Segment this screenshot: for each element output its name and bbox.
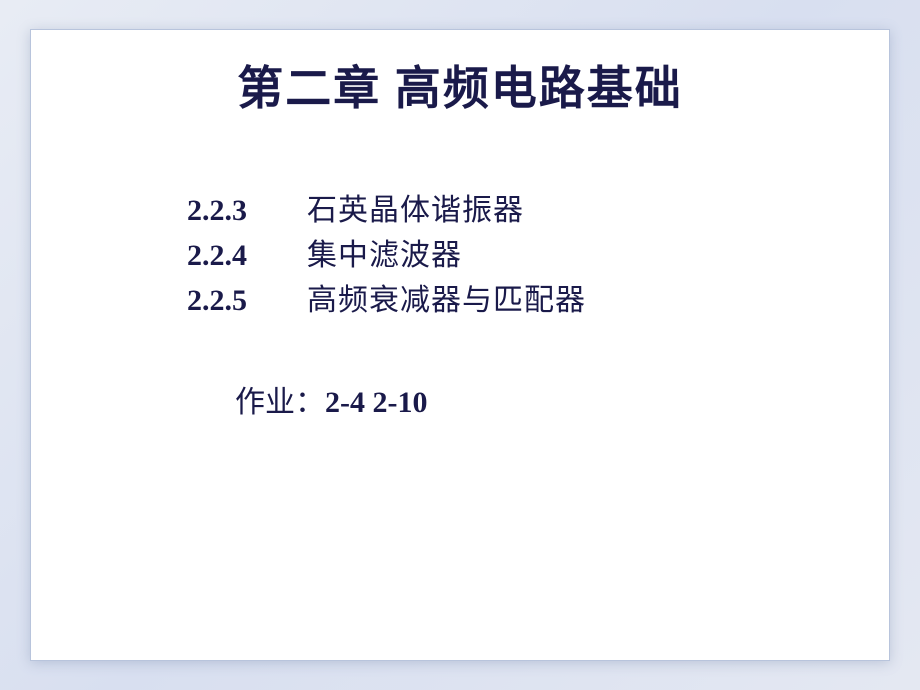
toc-item: 2.2.4 集中滤波器 bbox=[187, 233, 841, 278]
toc-text: 高频衰减器与匹配器 bbox=[307, 278, 586, 323]
homework-numbers: 2-4 2-10 bbox=[325, 386, 427, 419]
toc-item: 2.2.5 高频衰减器与匹配器 bbox=[187, 278, 841, 323]
toc-text: 石英晶体谐振器 bbox=[307, 188, 524, 233]
homework-line: 作业：2-4 2-10 bbox=[235, 377, 841, 421]
toc-list: 2.2.3 石英晶体谐振器 2.2.4 集中滤波器 2.2.5 高频衰减器与匹配… bbox=[187, 188, 841, 323]
toc-number: 2.2.4 bbox=[187, 233, 307, 278]
toc-number: 2.2.3 bbox=[187, 188, 307, 233]
toc-text: 集中滤波器 bbox=[307, 233, 462, 278]
toc-item: 2.2.3 石英晶体谐振器 bbox=[187, 188, 841, 233]
homework-label: 作业： bbox=[235, 386, 325, 419]
slide-frame: 第二章 高频电路基础 2.2.3 石英晶体谐振器 2.2.4 集中滤波器 2.2… bbox=[30, 29, 890, 661]
slide-title: 第二章 高频电路基础 bbox=[79, 52, 841, 118]
toc-number: 2.2.5 bbox=[187, 278, 307, 323]
